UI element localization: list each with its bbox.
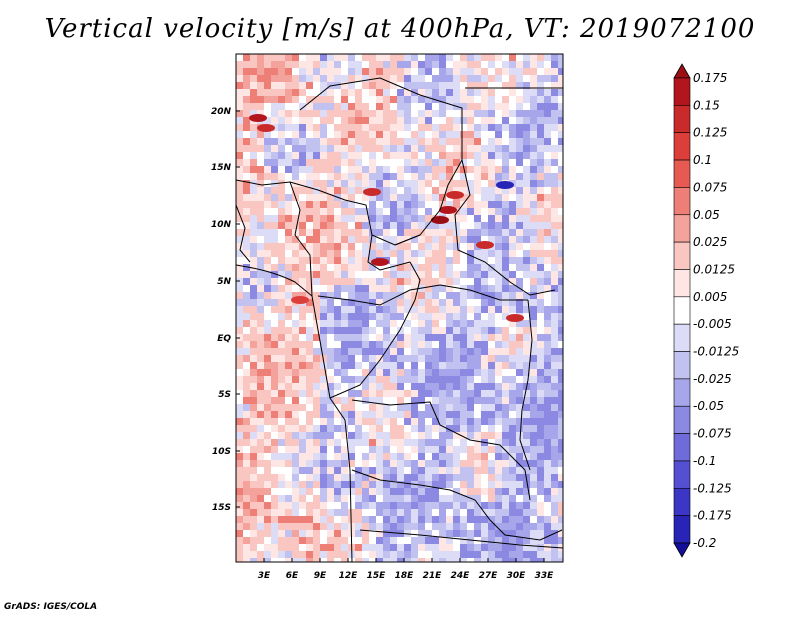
colorbar-box xyxy=(673,351,691,380)
colorbar-box xyxy=(673,269,691,298)
colorbar-box xyxy=(673,132,691,161)
latitude-label: 15S xyxy=(212,503,231,513)
longitude-label: 18E xyxy=(395,571,415,581)
latitude-label: 15N xyxy=(211,163,232,173)
colorbar-box xyxy=(673,77,691,106)
border-line xyxy=(454,159,556,296)
border-line xyxy=(289,181,313,297)
longitude-label: 24E xyxy=(451,571,471,581)
border-line xyxy=(317,284,528,306)
colorbar-label: -0.075 xyxy=(693,427,732,441)
colorbar-label: -0.005 xyxy=(693,317,732,331)
latitude-label: 10N xyxy=(211,220,232,230)
colorbar-label: -0.05 xyxy=(693,399,724,413)
colorbar-box xyxy=(673,241,691,270)
latitude-label: 10S xyxy=(212,447,231,457)
latitude-label: 20N xyxy=(211,107,232,117)
border-line xyxy=(236,264,353,562)
colorbar-label: 0.1 xyxy=(693,153,712,167)
colorbar-label: -0.125 xyxy=(693,481,732,495)
colorbar-box xyxy=(673,378,691,407)
border-line xyxy=(329,299,416,399)
map-frame xyxy=(235,53,564,563)
longitude-labels: 3E 6E 9E 12E 15E 18E 21E 24E 27E 30E 33E xyxy=(258,558,554,581)
latitude-label: 5S xyxy=(218,390,231,400)
colorbar-top-arrow xyxy=(673,63,691,79)
velocity-field xyxy=(236,54,563,562)
colorbar-box xyxy=(673,296,691,325)
colorbar-label: 0.125 xyxy=(693,126,727,140)
colorbar: 0.175 0.15 0.125 0.1 0.075 0.05 0.025 0.0125 0.0… xyxy=(673,63,739,558)
colorbar-label: -0.0125 xyxy=(693,345,739,359)
border-line xyxy=(371,234,421,246)
colorbar-label: 0.175 xyxy=(693,71,727,85)
colorbar-box xyxy=(673,214,691,243)
longitude-label: 21E xyxy=(423,571,443,581)
colorbar-box xyxy=(673,405,691,434)
country-borders xyxy=(236,77,563,562)
colorbar-box xyxy=(673,105,691,134)
border-line xyxy=(236,179,411,271)
colorbar-label: -0.025 xyxy=(693,372,732,386)
colorbar-label: 0.05 xyxy=(693,208,720,222)
colorbar-label: 0.025 xyxy=(693,235,727,249)
longitude-label: 33E xyxy=(535,571,555,581)
colorbar-label: 0.15 xyxy=(693,98,720,112)
colorbar-label: 0.075 xyxy=(693,180,727,194)
colorbar-box xyxy=(673,460,691,489)
colorbar-box xyxy=(673,433,691,462)
longitude-label: 3E xyxy=(258,571,271,581)
colorbar-label: -0.2 xyxy=(693,536,716,550)
colorbar-box xyxy=(673,323,691,352)
latitude-label: EQ xyxy=(217,334,231,344)
map-title: Vertical velocity [m/s] at 400hPa, VT: 2… xyxy=(44,14,756,44)
border-line xyxy=(519,299,533,471)
colorbar-bottom-arrow xyxy=(673,542,691,558)
latitude-labels: 20N 15N 10N 5N EQ 5S 10S 15S xyxy=(211,107,240,513)
colorbar-label: 0.005 xyxy=(693,290,727,304)
border-line xyxy=(299,77,463,246)
longitude-label: 15E xyxy=(367,571,387,581)
colorbar-box xyxy=(673,515,691,544)
border-line xyxy=(409,261,421,301)
border-line xyxy=(351,399,531,501)
longitude-label: 9E xyxy=(314,571,327,581)
colorbar-box xyxy=(673,487,691,516)
border-line xyxy=(236,204,251,263)
credit-label: GrADS: IGES/COLA xyxy=(4,602,98,612)
longitude-label: 27E xyxy=(479,571,499,581)
latitude-label: 5N xyxy=(217,277,231,287)
colorbar-label: 0.0125 xyxy=(693,262,735,276)
longitude-label: 30E xyxy=(507,571,527,581)
border-line xyxy=(351,469,563,541)
longitude-label: 12E xyxy=(339,571,359,581)
colorbar-box xyxy=(673,187,691,216)
colorbar-box xyxy=(673,159,691,188)
colorbar-label: -0.1 xyxy=(693,454,716,468)
colorbar-label: -0.175 xyxy=(693,509,732,523)
longitude-label: 6E xyxy=(286,571,299,581)
border-line xyxy=(359,529,563,549)
